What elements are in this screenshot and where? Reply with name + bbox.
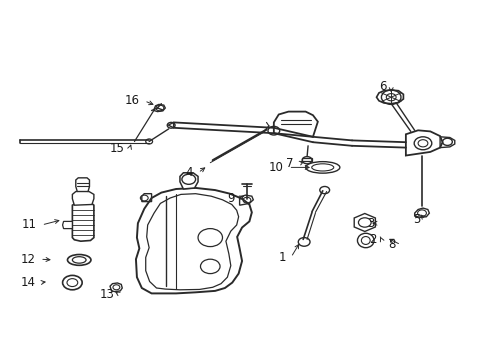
Polygon shape: [72, 191, 94, 205]
Polygon shape: [136, 188, 251, 293]
Text: 2: 2: [368, 233, 376, 246]
Polygon shape: [72, 202, 94, 241]
Text: 14: 14: [20, 276, 35, 289]
Text: 15: 15: [110, 142, 124, 155]
Text: 3: 3: [366, 217, 373, 230]
Text: 13: 13: [100, 288, 115, 301]
Text: 9: 9: [227, 192, 234, 204]
Text: 1: 1: [278, 251, 285, 264]
Text: 10: 10: [268, 161, 283, 174]
Text: 5: 5: [412, 213, 420, 226]
Text: 11: 11: [21, 219, 37, 231]
Text: 16: 16: [124, 94, 139, 107]
Text: 6: 6: [378, 80, 386, 93]
Text: 12: 12: [20, 253, 35, 266]
Text: 8: 8: [388, 238, 395, 251]
Polygon shape: [62, 221, 72, 229]
Text: 7: 7: [285, 157, 293, 170]
Polygon shape: [76, 178, 89, 192]
Polygon shape: [180, 173, 198, 189]
Polygon shape: [110, 283, 122, 292]
Text: 4: 4: [185, 166, 193, 179]
